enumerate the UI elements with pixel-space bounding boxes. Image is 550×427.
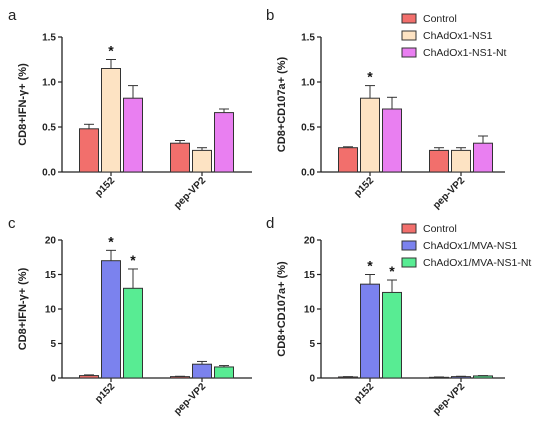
bar [79, 128, 99, 173]
y-tick-label: 0.0 [42, 168, 56, 179]
panel-letter-d: d [266, 215, 274, 232]
y-tick-label: 0 [309, 374, 315, 385]
y-axis-label: CD8+CD107a+ (%) [276, 56, 288, 152]
significance-star: * [130, 252, 136, 268]
y-tick-label: 0.0 [301, 168, 315, 179]
significance-star: * [108, 43, 114, 59]
chart-c: 0 5 10 15 20 CD8+IFN-γ+ (%) p152 pep-VP2 * * [17, 233, 252, 417]
legend-top: Control ChAdOx1-NS1 ChAdOx1-NS1-Nt [401, 13, 507, 59]
y-axis-label: CD8+IFN-γ+ (%) [17, 63, 29, 146]
legend-swatch [401, 240, 417, 251]
y-tick-label: 5 [50, 339, 56, 350]
y-tick-label: 0 [50, 374, 56, 385]
bar [360, 97, 380, 173]
category-label: pep-VP2 [431, 175, 467, 211]
legend-label: Control [423, 223, 457, 235]
panel-letter-b: b [266, 7, 274, 24]
bar [170, 142, 190, 173]
bar [473, 375, 493, 379]
y-tick-label: 1.0 [42, 78, 56, 89]
category-label: p152 [352, 381, 376, 405]
y-tick-label: 1.0 [301, 78, 315, 89]
bar [170, 376, 190, 379]
bar [123, 97, 143, 173]
legend-swatch [401, 223, 417, 234]
bar [214, 112, 234, 173]
legend-label: Control [423, 13, 457, 25]
bar [192, 149, 212, 173]
bar [101, 260, 121, 379]
bar [192, 363, 212, 379]
category-label: p152 [352, 175, 376, 199]
legend-swatch [401, 47, 417, 58]
y-tick-label: 1.5 [42, 33, 56, 44]
legend-label: ChAdOx1/MVA-NS1-Nt [423, 257, 531, 269]
category-label: pep-VP2 [431, 381, 467, 417]
bar [360, 283, 380, 379]
y-tick-label: 20 [304, 236, 316, 247]
legend-swatch [401, 257, 417, 268]
legend-label: ChAdOx1-NS1-Nt [423, 47, 507, 59]
bar [473, 142, 493, 173]
bar [123, 287, 143, 379]
panel-letter-c: c [8, 215, 16, 232]
significance-star: * [367, 258, 373, 274]
bar [79, 375, 99, 379]
legend-swatch [401, 30, 417, 41]
legend-bottom: Control ChAdOx1/MVA-NS1 ChAdOx1/MVA-NS1-Nt [401, 223, 531, 269]
bar [101, 68, 121, 173]
y-axis-label: CD8+IFN-γ+ (%) [17, 267, 29, 350]
bar [451, 149, 471, 173]
y-tick-label: 1.5 [301, 33, 315, 44]
y-tick-label: 5 [309, 339, 315, 350]
bar [338, 147, 358, 173]
chart-b: 0.0 0.5 1.0 1.5 CD8+CD107a+ (%) p152 pep-VP2 * [276, 33, 505, 211]
y-tick-label: 10 [304, 305, 316, 316]
y-tick-label: 0.5 [42, 123, 56, 134]
chart-a: 0.0 0.5 1.0 1.5 CD8+IFN-γ+ (%) p152 pep-VP2 * [17, 33, 252, 211]
y-tick-label: 0.5 [301, 123, 315, 134]
bar [429, 149, 449, 173]
bar [451, 376, 471, 379]
legend-label: ChAdOx1/MVA-NS1 [423, 240, 517, 252]
bar [338, 376, 358, 379]
y-tick-label: 10 [45, 305, 57, 316]
y-tick-label: 15 [304, 270, 316, 281]
panel-letter-a: a [8, 7, 17, 24]
y-tick-label: 20 [45, 236, 57, 247]
category-label: pep-VP2 [172, 175, 208, 211]
significance-star: * [108, 233, 114, 249]
category-label: p152 [93, 175, 117, 199]
bar [214, 366, 234, 379]
significance-star: * [389, 263, 395, 279]
category-label: p152 [93, 381, 117, 405]
legend-label: ChAdOx1-NS1 [423, 30, 493, 42]
bar [382, 291, 402, 379]
legend-swatch [401, 13, 417, 24]
y-axis-label: CD8+CD107a+ (%) [276, 261, 288, 357]
significance-star: * [367, 69, 373, 85]
category-label: pep-VP2 [172, 381, 208, 417]
y-tick-label: 15 [45, 270, 57, 281]
bar [382, 108, 402, 173]
